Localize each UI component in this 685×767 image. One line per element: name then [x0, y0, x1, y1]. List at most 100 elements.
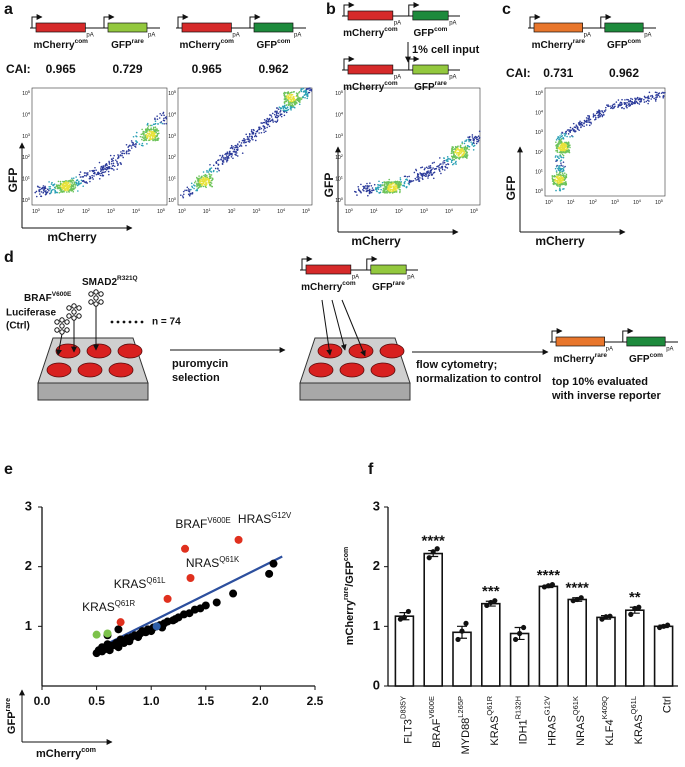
- density-dot: [196, 189, 199, 192]
- well: [308, 362, 334, 378]
- density-dot: [270, 116, 273, 118]
- density-dot: [296, 94, 298, 97]
- well: [117, 343, 143, 359]
- replicate-point: [455, 636, 461, 643]
- density-dot: [560, 133, 563, 135]
- tick-base: 10: [335, 113, 341, 119]
- density-dot: [469, 135, 471, 138]
- label-superscript: com: [384, 26, 398, 33]
- density-dot: [461, 141, 464, 143]
- density-dot: [226, 151, 229, 153]
- tick-exponent: 5: [163, 207, 166, 212]
- density-dot: [113, 169, 115, 171]
- density-dot: [660, 92, 663, 94]
- density-dot: [656, 93, 658, 96]
- density-dot: [566, 129, 569, 131]
- density-dot: [255, 130, 258, 133]
- density-dot: [461, 142, 464, 145]
- replicate-point: [636, 604, 642, 610]
- label-superscript: rare: [343, 587, 350, 600]
- virus-icon: [88, 299, 94, 305]
- density-dot: [428, 165, 430, 168]
- bar: [653, 625, 674, 687]
- density-dot: [601, 115, 604, 118]
- density-dot: [284, 104, 286, 107]
- density-dot: [89, 180, 91, 183]
- promoter-arrow: [408, 2, 420, 16]
- density-dot: [121, 152, 123, 155]
- density-dot: [280, 115, 283, 118]
- x-tick-label: NRASQ61K: [572, 696, 587, 746]
- density-dot: [432, 172, 435, 174]
- density-dot: [165, 122, 168, 125]
- density-dot: [195, 189, 197, 192]
- density-dot: [593, 114, 595, 117]
- density-dot: [611, 105, 614, 108]
- density-dot: [208, 180, 211, 182]
- label-base: /GFP: [344, 561, 356, 587]
- scatter-point: [269, 559, 278, 568]
- density-dot: [371, 187, 374, 189]
- density-dot: [239, 144, 242, 146]
- density-dot: [210, 167, 213, 169]
- density-dot: [624, 99, 626, 101]
- density-dot: [457, 157, 460, 159]
- density-dot: [204, 184, 207, 186]
- density-dot: [383, 183, 386, 186]
- density-dot: [59, 185, 62, 188]
- density-dot: [293, 106, 296, 109]
- density-dot: [221, 162, 224, 165]
- density-dot: [304, 96, 306, 99]
- tick-exponent: 4: [174, 110, 177, 115]
- tick-exponent: 2: [341, 153, 344, 158]
- density-dot: [250, 129, 253, 131]
- y-tick-label: 3: [25, 498, 32, 513]
- tick-exponent: 3: [426, 207, 429, 212]
- gene-box: [555, 336, 605, 347]
- density-dot: [651, 94, 653, 97]
- density-dot: [152, 123, 155, 126]
- density-dot: [460, 155, 463, 157]
- density-dot: [157, 129, 160, 132]
- density-dot: [135, 135, 138, 138]
- density-dot: [290, 104, 293, 106]
- tick-base: 10: [655, 200, 661, 206]
- density-dot: [80, 182, 83, 184]
- density-dot: [154, 137, 157, 139]
- virus-icon: [59, 329, 65, 335]
- density-dot: [250, 135, 253, 138]
- density-dot: [66, 186, 68, 188]
- label-base: mCherry: [179, 40, 221, 51]
- density-dot: [583, 125, 585, 128]
- density-dot: [271, 112, 274, 115]
- density-dot: [558, 138, 561, 140]
- density-dot: [113, 154, 115, 157]
- density-dot: [48, 185, 50, 188]
- density-dot: [130, 145, 132, 147]
- density-dot: [450, 150, 453, 152]
- density-dot: [466, 146, 469, 149]
- density-dot: [399, 190, 401, 193]
- density-dot: [277, 112, 280, 115]
- density-dot: [560, 148, 563, 151]
- density-dot: [298, 97, 301, 100]
- density-dot: [51, 188, 54, 191]
- density-dot: [123, 152, 126, 155]
- tick-exponent: 1: [341, 174, 344, 179]
- x-tick-label: 1.0: [143, 694, 160, 708]
- scatter-point: [181, 544, 190, 553]
- density-dot: [617, 99, 620, 101]
- density-dot: [627, 103, 630, 106]
- density-dot: [212, 170, 215, 173]
- density-dot: [111, 165, 114, 167]
- density-dot: [568, 144, 571, 146]
- density-dot: [356, 194, 358, 196]
- density-dot: [598, 113, 601, 115]
- density-dot: [362, 187, 365, 190]
- density-dot: [559, 139, 562, 141]
- tick-exponent: 1: [376, 207, 379, 212]
- density-dot: [287, 92, 290, 94]
- density-dot: [439, 163, 441, 166]
- density-dot: [209, 184, 211, 187]
- tick-exponent: 2: [541, 147, 544, 152]
